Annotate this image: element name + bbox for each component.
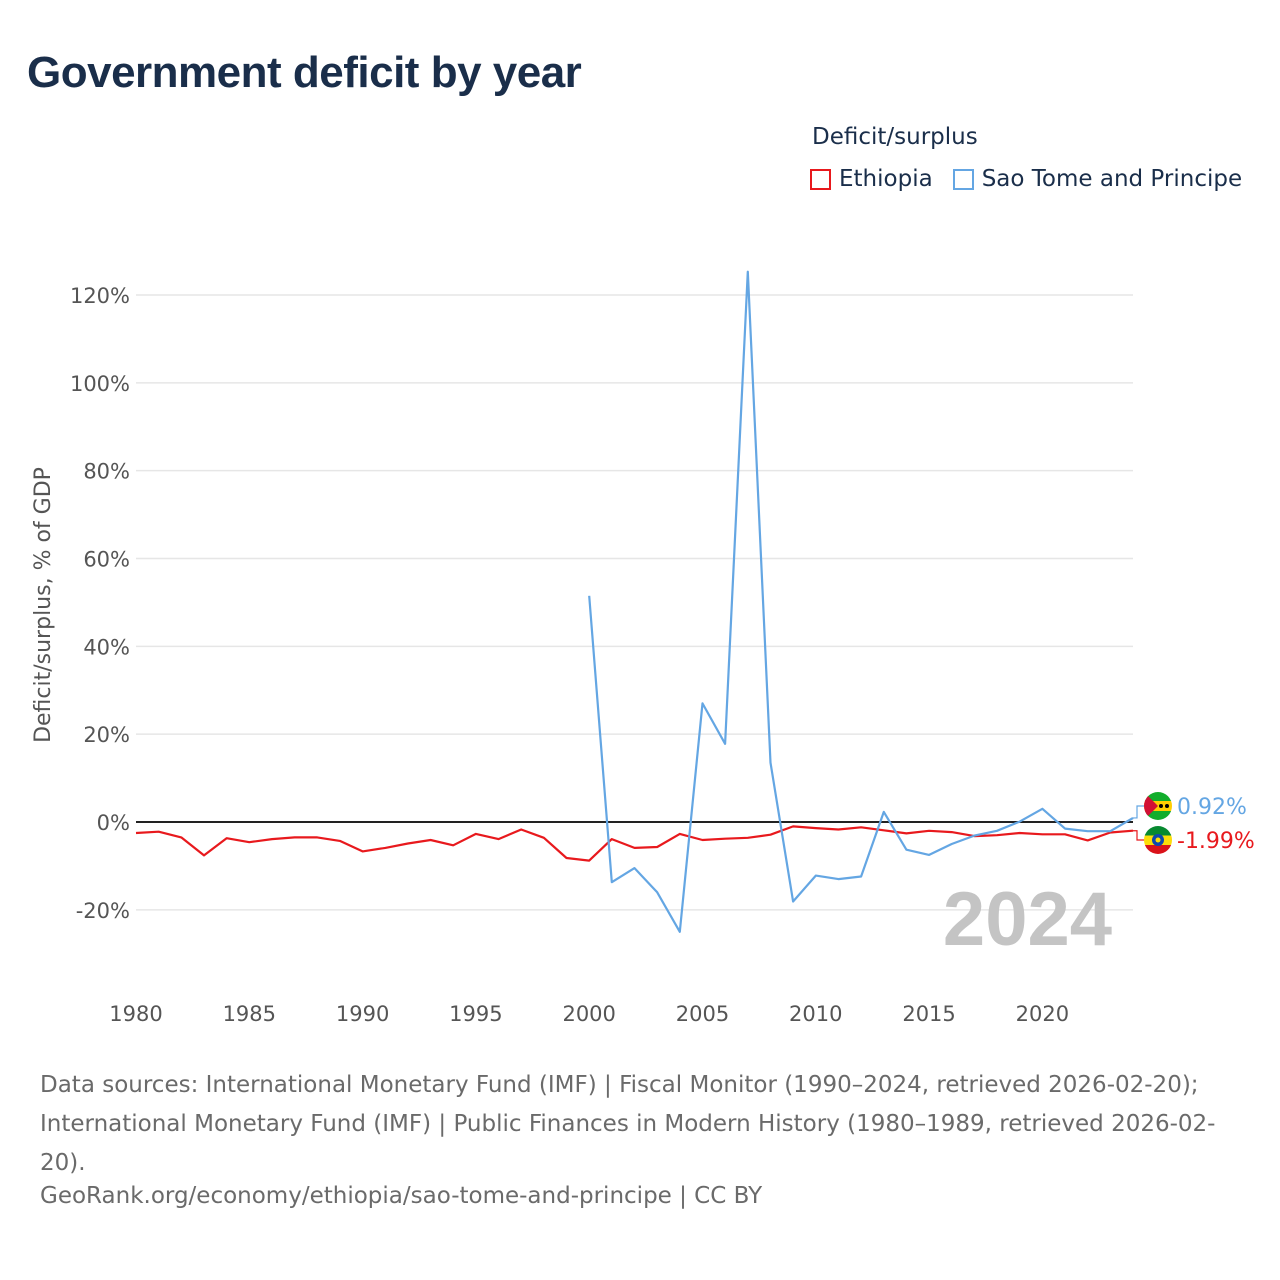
y-tick-label: 0%: [97, 811, 130, 835]
page-title: Government deficit by year: [27, 48, 582, 97]
ethiopia-flag: [1144, 826, 1172, 854]
flag-stripe: [1144, 792, 1172, 801]
data-sources: Data sources: International Monetary Fun…: [40, 1072, 1216, 1176]
series-line-ethiopia: [135, 825, 1134, 862]
legend-label-sao-tome: Sao Tome and Principe: [981, 166, 1243, 192]
x-tick-label: 1990: [336, 1002, 389, 1026]
legend-item-sao-tome[interactable]: Sao Tome and Principe: [952, 166, 1243, 192]
x-tick-label: 2010: [789, 1002, 842, 1026]
x-axis-ticks: 1980 1985 1990 1995 2000 2005 2010 2015 2020: [109, 1002, 1069, 1026]
gridlines: [136, 294, 1133, 911]
legend-swatch-ethiopia: [810, 168, 831, 190]
end-label-ethiopia: -1.99%: [1177, 829, 1255, 854]
y-tick-label: 60%: [83, 548, 130, 572]
x-tick-label: 1995: [449, 1002, 502, 1026]
flag-emblem-star: [1155, 837, 1161, 843]
end-label-sao-tome: 0.92%: [1177, 795, 1247, 820]
y-tick-label: 80%: [83, 460, 130, 484]
series-lines: [135, 270, 1134, 933]
y-axis-label: Deficit/surplus, % of GDP: [31, 467, 56, 743]
flag-stripe: [1144, 826, 1172, 836]
x-tick-label: 2005: [676, 1002, 729, 1026]
end-labels: 0.92% -1.99%: [1133, 792, 1255, 854]
flag-star: [1165, 804, 1169, 808]
series-line-sao-tome: [588, 270, 1134, 933]
flag-stripe: [1144, 845, 1172, 854]
y-tick-label: 120%: [70, 284, 130, 308]
legend-title: Deficit/surplus: [812, 124, 978, 150]
x-tick-label: 2000: [562, 1002, 615, 1026]
x-tick-label: 1980: [109, 1002, 162, 1026]
y-tick-label: 40%: [83, 635, 130, 659]
y-tick-label: 20%: [83, 723, 130, 747]
x-tick-label: 1985: [223, 1002, 276, 1026]
legend-label-ethiopia: Ethiopia: [839, 166, 933, 192]
sao-tome-and-principe-flag: [1144, 792, 1172, 820]
flag-stripe: [1144, 811, 1172, 820]
y-axis-ticks: -20% 0% 20% 40% 60% 80% 100% 120%: [70, 284, 130, 923]
x-tick-label: 2020: [1016, 1002, 1069, 1026]
end-label-connector: [1133, 805, 1145, 819]
year-watermark: 2024: [943, 877, 1112, 962]
line-chart: -20%0%20%40%60%80%100%120% 1980 1985 1990 1…: [31, 270, 1255, 1026]
x-tick-label: 2015: [902, 1002, 955, 1026]
y-tick-label: 100%: [70, 372, 130, 396]
end-label-connector: [1133, 830, 1145, 841]
credit-line[interactable]: GeoRank.org/economy/ethiopia/sao-tome-an…: [40, 1183, 763, 1209]
flag-body: [1144, 792, 1172, 820]
flag-star: [1159, 804, 1163, 808]
flag-triangle: [1144, 792, 1158, 820]
y-tick-label: -20%: [76, 899, 130, 923]
flag-body: [1144, 826, 1172, 854]
legend: Ethiopia Sao Tome and Principe: [810, 166, 1262, 192]
legend-swatch-sao-tome: [952, 168, 974, 190]
legend-item-ethiopia[interactable]: Ethiopia: [810, 166, 933, 192]
